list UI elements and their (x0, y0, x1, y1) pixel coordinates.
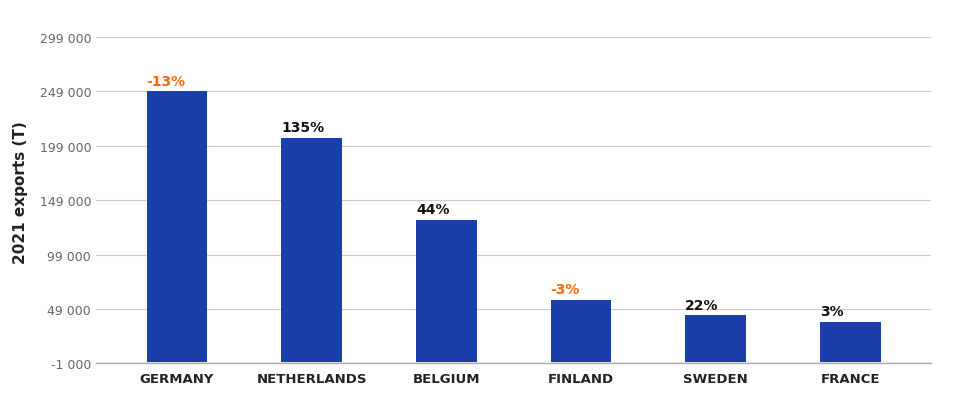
Bar (416, 220, 476, 362)
Text: 3%: 3% (820, 304, 844, 318)
Text: -3%: -3% (551, 283, 580, 297)
Bar (281, 139, 342, 362)
Text: 135%: 135% (281, 121, 324, 135)
Bar (820, 322, 880, 362)
Bar (147, 92, 207, 362)
Text: -13%: -13% (147, 74, 185, 88)
Text: 44%: 44% (416, 202, 449, 216)
Bar (685, 316, 746, 362)
Y-axis label: 2021 exports (T): 2021 exports (T) (13, 121, 29, 263)
Bar (551, 301, 612, 362)
Text: 22%: 22% (685, 298, 719, 312)
